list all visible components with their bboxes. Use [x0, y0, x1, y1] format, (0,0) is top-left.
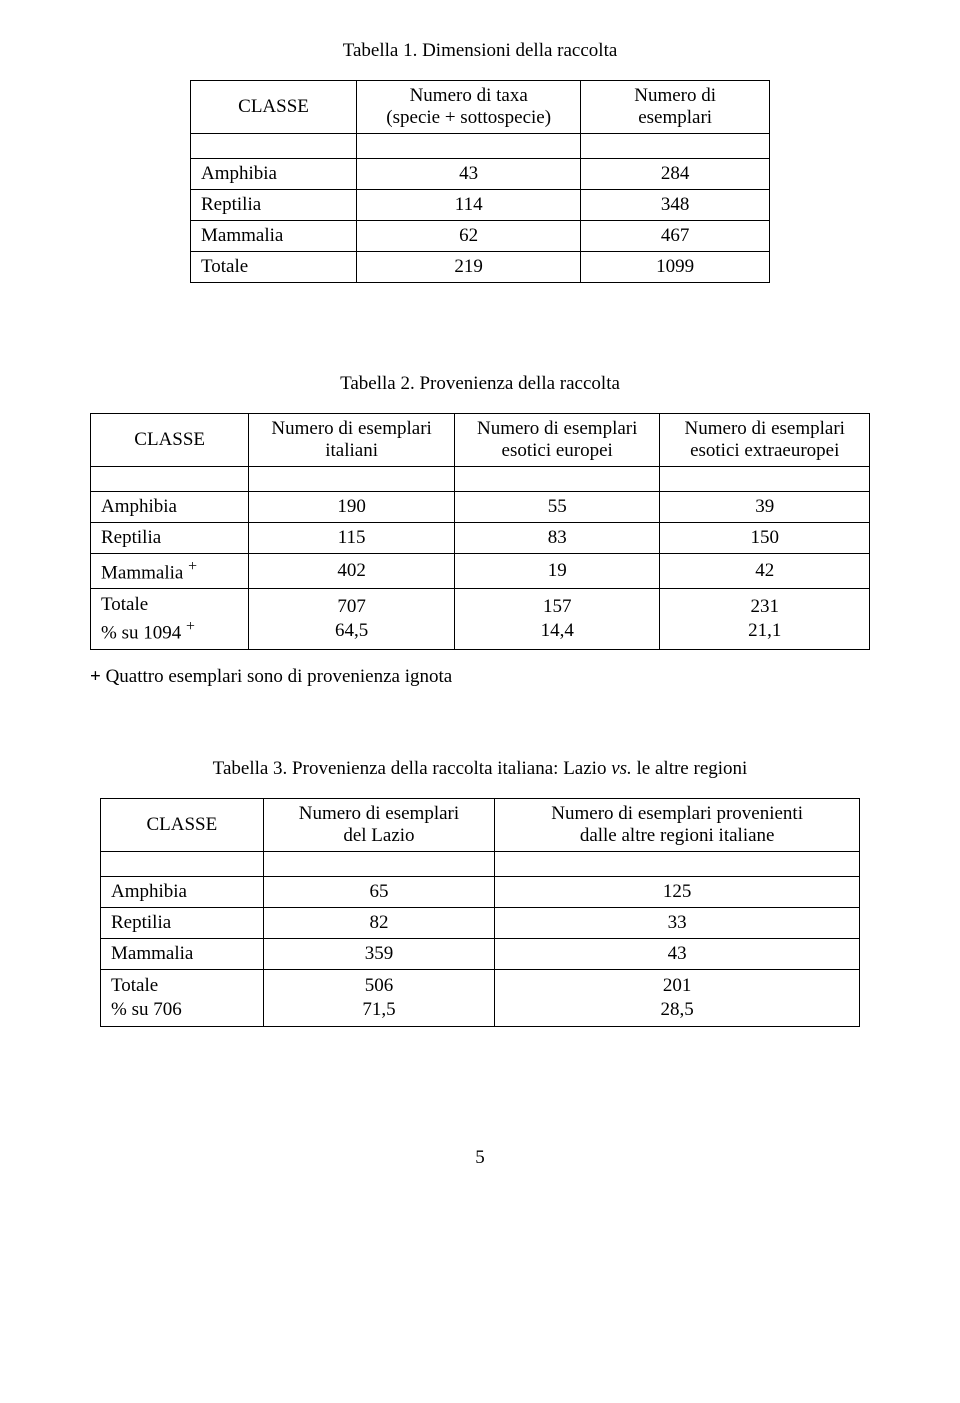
table-row: Mammalia 62 467	[191, 221, 770, 252]
table-row: Amphibia 65 125	[101, 877, 860, 908]
t3-header-lazio: Numero di esemplari del Lazio	[263, 799, 495, 852]
table-row: Amphibia 190 55 39	[91, 492, 870, 523]
t3-totale-label: Totale % su 706	[101, 970, 264, 1027]
table1: CLASSE Numero di taxa (specie + sottospe…	[190, 80, 770, 283]
t3-header-altre: Numero di esemplari provenienti dalle al…	[495, 799, 860, 852]
t1-header-esemplari: Numero di esemplari	[581, 81, 770, 134]
table3-caption: Tabella 3. Provenienza della raccolta it…	[90, 758, 870, 780]
t2-totale-label: Totale % su 1094 +	[91, 589, 249, 650]
table-row: Mammalia 359 43	[101, 939, 860, 970]
t1-header-taxa: Numero di taxa (specie + sottospecie)	[357, 81, 581, 134]
t2-header-italiani: Numero di esemplari italiani	[249, 414, 455, 467]
table-row: Mammalia + 402 19 42	[91, 554, 870, 589]
table-row: Totale % su 1094 + 707 64,5 157 14,4 231…	[91, 589, 870, 650]
table2-caption: Tabella 2. Provenienza della raccolta	[90, 373, 870, 395]
table-row: Reptilia 82 33	[101, 908, 860, 939]
table2: CLASSE Numero di esemplari italiani Nume…	[90, 413, 870, 650]
t2-header-extraeuropei: Numero di esemplari esotici extraeuropei	[660, 414, 870, 467]
table2-footnote: + Quattro esemplari sono di provenienza …	[90, 666, 870, 688]
table1-caption: Tabella 1. Dimensioni della raccolta	[90, 40, 870, 62]
table-row: Totale % su 706 506 71,5 201 28,5	[101, 970, 860, 1027]
t3-header-classe: CLASSE	[101, 799, 264, 852]
t2-mammalia-label: Mammalia +	[91, 554, 249, 589]
table3: CLASSE Numero di esemplari del Lazio Num…	[100, 798, 860, 1027]
t2-header-europei: Numero di esemplari esotici europei	[454, 414, 660, 467]
table-row: Reptilia 114 348	[191, 190, 770, 221]
table-row: Reptilia 115 83 150	[91, 523, 870, 554]
page-number: 5	[90, 1147, 870, 1199]
t1-header-classe: CLASSE	[191, 81, 357, 134]
table-row: Totale 219 1099	[191, 252, 770, 283]
table-row: Amphibia 43 284	[191, 159, 770, 190]
t2-header-classe: CLASSE	[91, 414, 249, 467]
